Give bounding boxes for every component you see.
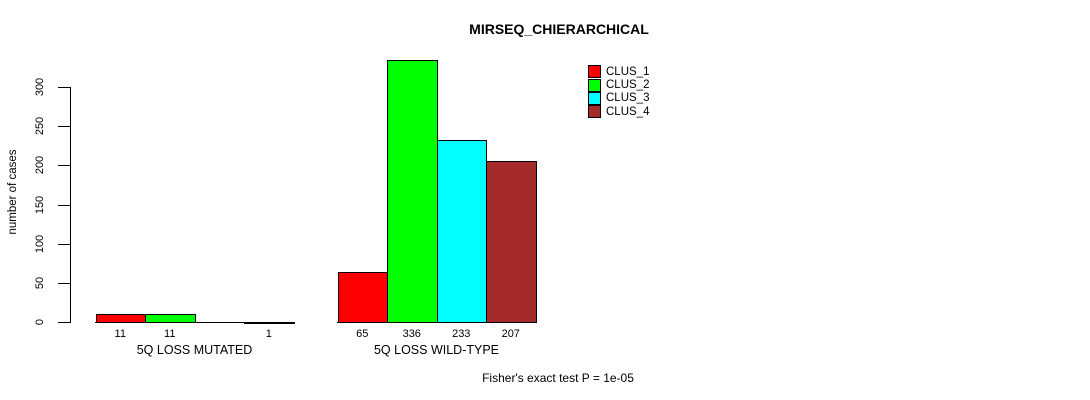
- legend-item: CLUS_2: [588, 78, 650, 92]
- bar-value-label: 11: [114, 328, 126, 340]
- legend-swatch-clus_4: [588, 105, 601, 119]
- legend: CLUS_1 CLUS_2 CLUS_3 CLUS_4: [588, 65, 649, 119]
- bar-clus_1-2: [338, 272, 388, 323]
- bar-clus_2-2: [387, 60, 438, 323]
- bar-clus_4-2: [486, 161, 537, 323]
- y-tick-label: 250: [34, 116, 46, 136]
- y-tick: [58, 126, 70, 127]
- legend-label: CLUS_1: [606, 65, 650, 78]
- y-axis-line: [70, 87, 71, 323]
- y-tick: [58, 165, 70, 166]
- y-tick-label: 300: [34, 77, 46, 97]
- legend-swatch-clus_3: [588, 91, 601, 105]
- y-tick: [58, 205, 70, 206]
- bar-value-label: 11: [164, 328, 176, 340]
- y-axis-label: number of cases: [7, 149, 19, 235]
- legend-label: CLUS_3: [606, 92, 650, 105]
- legend-item: CLUS_4: [588, 105, 650, 119]
- y-tick-label: 0: [34, 318, 46, 326]
- legend-item: CLUS_3: [588, 91, 650, 105]
- chart-title: MIRSEQ_CHIERARCHICAL: [469, 21, 649, 37]
- y-tick-label: 150: [34, 195, 46, 215]
- y-tick-label: 100: [34, 234, 46, 254]
- y-tick: [58, 322, 70, 323]
- y-tick-label: 50: [34, 276, 46, 290]
- y-tick: [58, 244, 70, 245]
- legend-label: CLUS_2: [606, 79, 650, 92]
- bar-clus_3-2: [437, 140, 487, 323]
- group-label: 5Q LOSS MUTATED: [136, 343, 253, 357]
- bar-clus_1-1: [96, 314, 146, 323]
- legend-swatch-clus_1: [588, 65, 601, 79]
- y-tick: [58, 283, 70, 284]
- bar-value-label: 1: [265, 328, 272, 340]
- pvalue-annotation: Fisher's exact test P = 1e-05: [482, 371, 634, 385]
- legend-swatch-clus_2: [588, 78, 601, 92]
- bar-value-label: 336: [402, 328, 421, 340]
- bar-value-label: 207: [501, 328, 520, 340]
- legend-item: CLUS_1: [588, 65, 650, 79]
- group-label: 5Q LOSS WILD-TYPE: [373, 343, 500, 357]
- y-tick: [58, 87, 70, 88]
- bar-value-label: 233: [452, 328, 471, 340]
- legend-label: CLUS_4: [606, 105, 650, 118]
- bar-clus_2-1: [145, 314, 196, 323]
- bar-value-label: 65: [356, 328, 369, 340]
- y-tick-label: 200: [34, 155, 46, 175]
- bar-clus_4-1: [244, 322, 295, 324]
